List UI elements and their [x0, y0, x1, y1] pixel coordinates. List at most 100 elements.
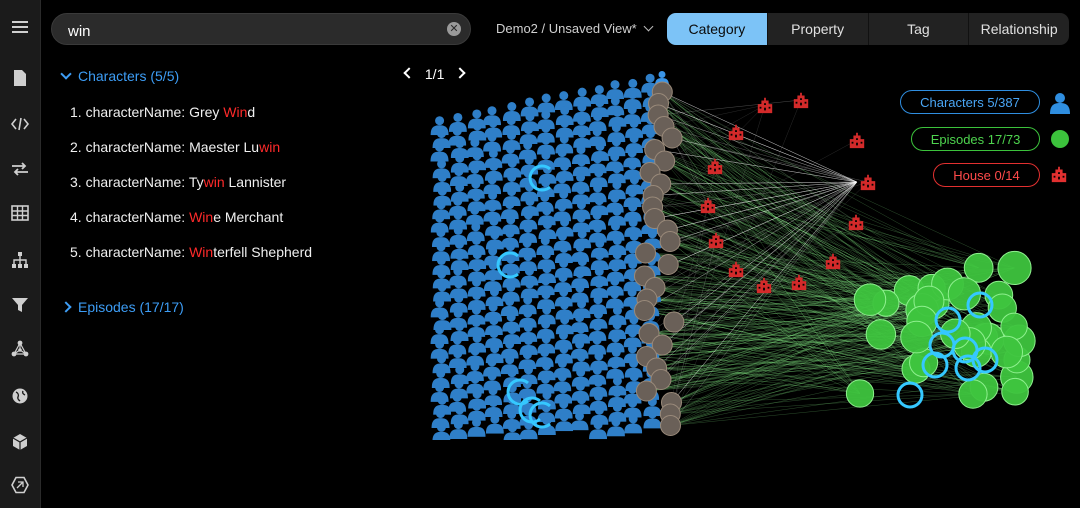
edge	[649, 333, 985, 388]
edge	[667, 181, 858, 231]
tab-tag[interactable]: Tag	[867, 13, 969, 45]
list-item[interactable]: 5. characterName: Winterfell Shepherd	[70, 244, 312, 260]
result-key: characterName:	[85, 104, 186, 120]
edge	[653, 195, 861, 394]
edge	[656, 181, 858, 369]
edge	[658, 114, 858, 183]
episode-nodes	[845, 250, 1036, 409]
edge	[660, 183, 979, 269]
edge	[644, 310, 1016, 392]
edge	[658, 99, 802, 116]
character-photo-node	[633, 300, 655, 321]
edge	[662, 309, 923, 346]
edge	[662, 344, 985, 388]
edge	[657, 114, 861, 394]
edge	[648, 181, 858, 334]
edge	[654, 181, 858, 219]
edge	[654, 149, 861, 394]
edge	[654, 181, 858, 219]
edge	[662, 91, 930, 302]
hierarchy-icon	[12, 252, 28, 268]
selection-ring	[896, 381, 924, 409]
episode-node	[958, 379, 988, 409]
character-node	[570, 411, 589, 431]
swap-button[interactable]	[0, 151, 40, 187]
edge	[658, 114, 858, 183]
network-button[interactable]	[0, 331, 40, 367]
table-button[interactable]	[0, 195, 40, 231]
edge	[644, 310, 924, 363]
episode-node	[900, 320, 933, 354]
tab-relationship[interactable]: Relationship	[968, 13, 1069, 45]
character-node	[606, 80, 625, 99]
list-item[interactable]: 1. characterName: Grey Wind	[70, 104, 255, 120]
edge	[660, 181, 858, 185]
episodes-group-header[interactable]: Episodes (17/17)	[60, 299, 184, 315]
edge	[673, 181, 858, 323]
character-node	[537, 93, 556, 113]
legend-episodes[interactable]: Episodes 17/73	[911, 127, 1040, 151]
menu-button[interactable]	[0, 9, 40, 45]
pager: 1/1	[403, 66, 466, 82]
edge	[662, 91, 930, 302]
code-button[interactable]	[0, 106, 40, 142]
search-input[interactable]	[66, 20, 440, 42]
tab-property[interactable]: Property	[766, 13, 868, 45]
edge	[649, 172, 933, 303]
view-selector[interactable]: Demo2 / Unsaved View*	[496, 21, 654, 36]
edge	[662, 91, 979, 269]
characters-group-header[interactable]: Characters (5/5)	[60, 68, 179, 84]
episode-node	[853, 283, 887, 316]
character-photo-node	[635, 380, 657, 402]
edge	[646, 299, 871, 392]
building-icon	[1051, 166, 1067, 183]
graph-canvas[interactable]	[420, 60, 1070, 440]
chevron-left-icon[interactable]	[403, 67, 415, 79]
result-text: Maester Lu	[189, 139, 260, 155]
edge	[662, 338, 989, 346]
result-match: Win	[189, 209, 214, 225]
menu-icon	[12, 21, 28, 33]
edge	[646, 298, 1016, 392]
edge	[662, 91, 930, 302]
document-button[interactable]	[0, 60, 40, 96]
edge	[671, 137, 709, 206]
episode-node	[1001, 377, 1029, 406]
globe-button[interactable]	[0, 378, 40, 414]
filter-icon	[12, 298, 28, 312]
list-item[interactable]: 4. characterName: Wine Merchant	[70, 209, 283, 225]
edge	[660, 181, 858, 185]
edge	[662, 91, 965, 295]
edge	[671, 137, 965, 295]
episode-node	[963, 252, 994, 283]
edge	[646, 356, 861, 394]
list-item[interactable]: 2. characterName: Maester Luwin	[70, 139, 280, 155]
edge	[660, 183, 887, 304]
cube-button[interactable]	[0, 424, 40, 460]
edge	[670, 351, 1007, 415]
edge	[673, 181, 858, 323]
result-text: Lannister	[224, 174, 287, 190]
edge	[649, 302, 886, 334]
selection-ring	[934, 306, 962, 334]
character-photo-node	[659, 415, 681, 436]
character-photo-node	[651, 334, 673, 356]
selection-ring	[528, 401, 551, 429]
hierarchy-button[interactable]	[0, 242, 40, 278]
edge	[662, 344, 973, 395]
house-node	[849, 132, 865, 149]
episode-node	[997, 250, 1032, 286]
list-item[interactable]: 3. characterName: Tywin Lannister	[70, 174, 286, 190]
filter-button[interactable]	[0, 287, 40, 323]
legend-house[interactable]: House 0/14	[933, 163, 1040, 187]
selection-ring	[966, 291, 994, 319]
edge	[667, 229, 871, 300]
edge	[660, 181, 858, 185]
hexagon-button[interactable]	[0, 467, 40, 503]
tab-category[interactable]: Category	[667, 13, 767, 45]
edge	[654, 181, 858, 219]
character-photo-node	[663, 311, 685, 333]
clear-icon[interactable]: ✕	[447, 22, 461, 36]
edge	[658, 103, 858, 183]
legend-characters[interactable]: Characters 5/387	[900, 90, 1040, 114]
